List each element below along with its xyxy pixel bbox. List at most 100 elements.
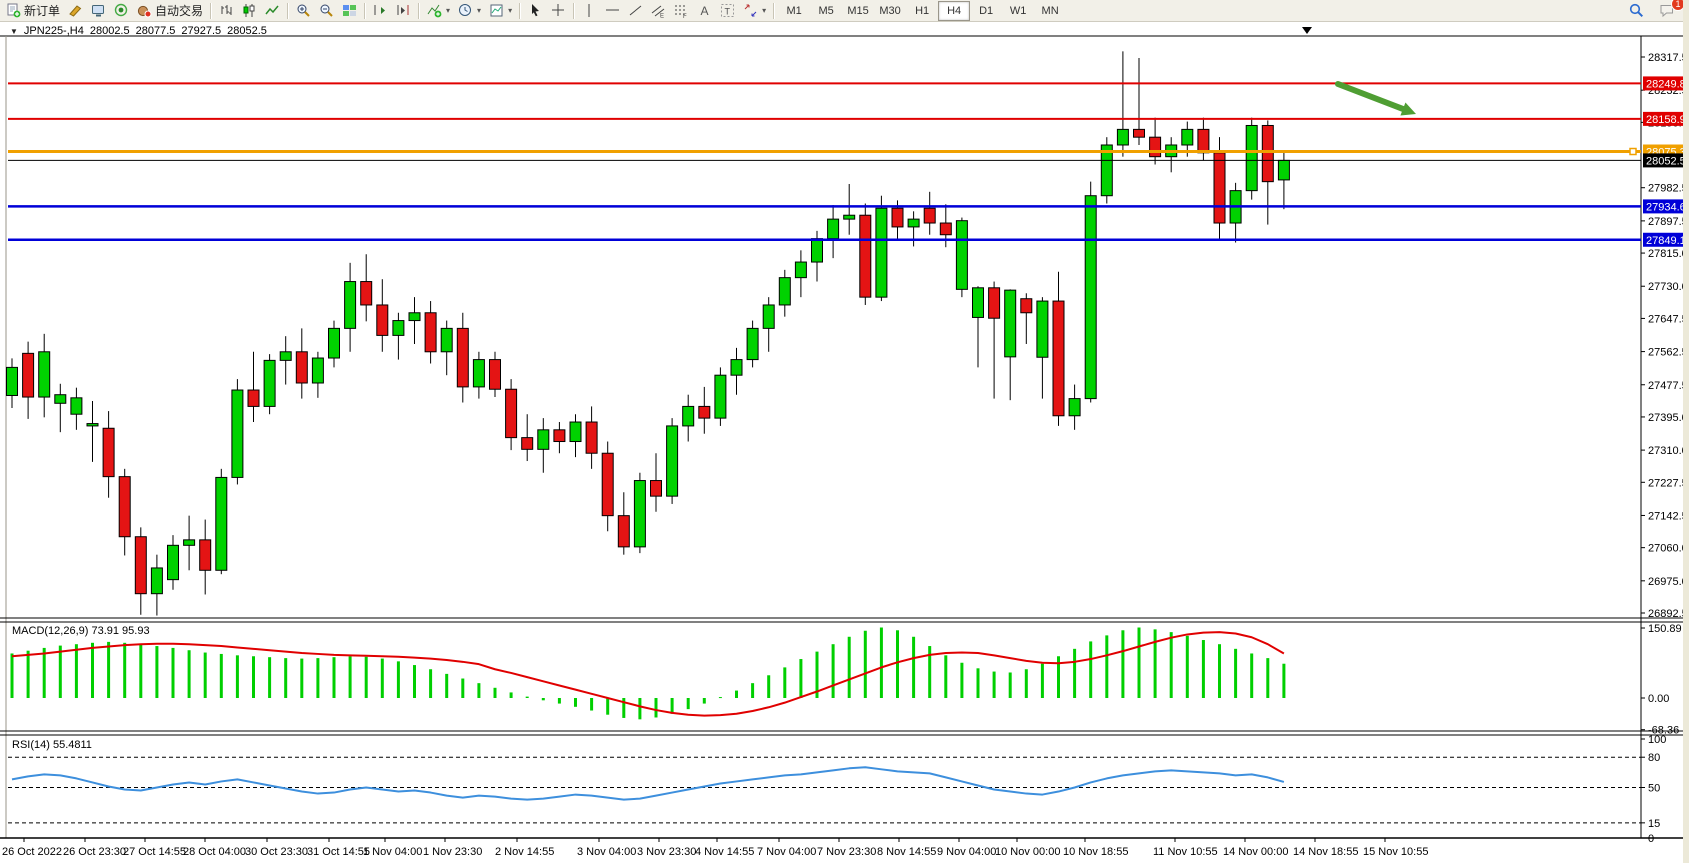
time-axis-label: 4 Nov 14:55 [695,846,754,858]
time-axis-label: 11 Nov 10:55 [1153,846,1218,858]
chart-shift-button[interactable] [392,0,415,22]
candle-body [907,218,920,228]
trend-arrow-annotation[interactable] [1335,81,1406,112]
candle-body [472,359,485,388]
timeframe-button-w1[interactable]: W1 [1009,4,1027,17]
candle-body [1261,124,1274,183]
rsi-axis-label: 0 [1648,833,1654,845]
templates-button[interactable]: ▾ [485,0,516,22]
main-toolbar: 新订单 自动交易 ▾ ▾ ▾ E F A T ▾ M1 M5 M15 M30 H1 H4 D1 W1 MN 1 [0,0,1689,22]
timeframe-button-d1[interactable]: D1 [979,4,994,17]
arrows-button[interactable]: ▾ [739,0,770,22]
chevron-down-icon[interactable]: ▾ [477,6,482,15]
macd-histogram-bar [1282,663,1286,698]
vline-button[interactable] [578,0,601,22]
candle-body [279,351,292,361]
tools-button[interactable] [64,0,87,22]
timeframe-button-m1[interactable]: M1 [786,4,802,17]
chart-shift-marker-icon[interactable] [1302,27,1312,34]
candle-body [1116,128,1129,146]
timeframe-button-h1[interactable]: H1 [915,4,930,17]
ohlc-open: 28002.5 [89,25,130,37]
level-handle-square[interactable] [1629,147,1637,156]
candlestick-button[interactable] [238,0,261,22]
svg-text:F: F [683,14,687,18]
candle-body [311,357,324,384]
price-axis-label: 26892.5 [1648,608,1688,620]
candle-body [617,515,630,548]
candle-body [714,374,727,419]
candle-body [1052,300,1065,417]
line-chart-button[interactable] [261,0,284,22]
autotrading-button[interactable]: 自动交易 [133,0,207,22]
crosshair-button[interactable] [547,0,570,22]
cursor-icon [532,4,540,17]
macd-histogram-bar [912,636,916,698]
search-button[interactable] [1625,0,1648,22]
time-axis-label: 7 Nov 23:30 [817,846,876,858]
timeframe-button-m5[interactable]: M5 [818,4,834,17]
new-order-button[interactable]: 新订单 [2,0,64,22]
macd-histogram-bar [74,644,78,698]
macd-histogram-bar [235,655,239,698]
macd-histogram-bar [1121,630,1125,698]
macd-histogram-bar [42,647,46,698]
time-axis-label: 1 Nov 23:30 [423,846,482,858]
candlestick-icon [243,4,255,17]
indicators-button[interactable]: ▾ [423,0,454,22]
rsi-axis-label: 15 [1648,818,1660,830]
toolbar-separator [418,2,421,19]
auto-scroll-button[interactable] [369,0,392,22]
price-axis-label: 26975.0 [1648,576,1688,588]
trendline-button[interactable] [624,0,647,22]
candle-body [698,405,711,419]
candle-body [456,327,469,388]
tile-windows-button[interactable] [338,0,361,22]
indicators-icon [427,4,442,18]
cursor-button[interactable] [524,0,547,22]
autotrading-icon [137,5,152,18]
channel-button[interactable]: E [647,0,670,22]
timeframe-button-m30[interactable]: M30 [879,4,901,17]
candle-body [150,567,163,595]
ohlc-high: 28077.5 [135,25,176,37]
chevron-down-icon[interactable]: ▾ [762,6,767,15]
hline-button[interactable] [601,0,624,22]
macd-histogram-bar [1040,663,1044,698]
candle-body [1197,128,1210,154]
macd-signal-line [11,631,1285,717]
candle-body [633,480,646,548]
candle-body [939,222,952,236]
text-button[interactable]: A [693,0,716,22]
candle-body [537,429,550,450]
svg-text:T: T [725,7,731,17]
candle-body [955,220,968,290]
periods-button[interactable]: ▾ [454,0,485,22]
chevron-down-icon[interactable]: ▾ [508,6,513,15]
periods-icon [459,4,472,16]
macd-histogram-bar [718,697,722,699]
chevron-down-icon[interactable]: ▾ [446,6,451,15]
label-button[interactable]: T [716,0,739,22]
price-chart-canvas[interactable]: 28317.528232.528150.027982.527897.527815… [0,22,1689,863]
zoom-out-button[interactable] [315,0,338,22]
timeframe-button-h4[interactable]: H4 [938,0,971,21]
macd-histogram-bar [815,651,819,698]
bar-chart-button[interactable] [215,0,238,22]
candle-body [521,437,534,450]
candle-body [440,327,453,353]
zoom-in-button[interactable] [292,0,315,22]
fibonacci-button[interactable]: F [670,0,693,22]
timeframe-button-m15[interactable]: M15 [847,4,869,17]
price-badge-label: 27934.6 [1646,201,1686,213]
terminal-button[interactable] [87,0,110,22]
candle-body [167,544,179,581]
candle-body [263,359,276,407]
candle-body [1100,144,1113,197]
chat-button[interactable]: 1 [1656,0,1685,22]
collapse-triangle-icon[interactable]: ▼ [10,26,18,36]
timeframe-button-mn[interactable]: MN [1041,4,1059,17]
signal-button[interactable] [110,0,133,22]
price-axis-label: 27562.5 [1648,347,1688,359]
macd-histogram-bar [1185,635,1189,698]
